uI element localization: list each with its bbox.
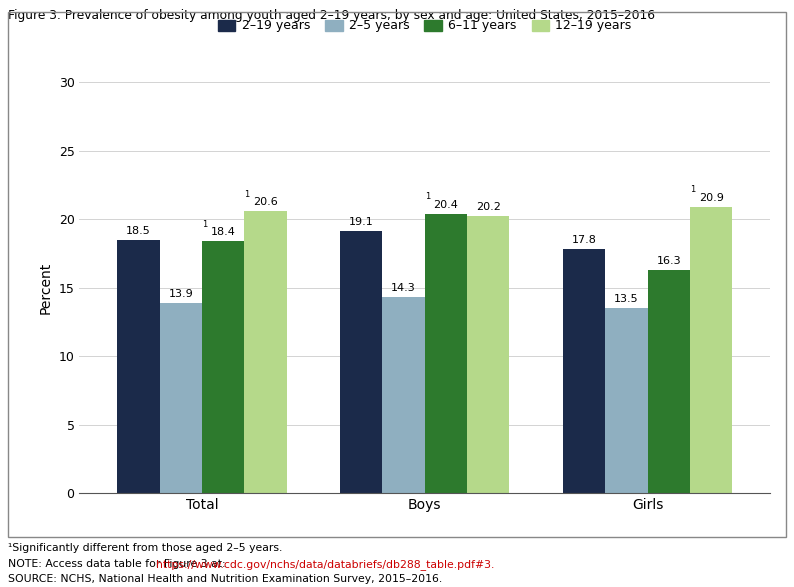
Text: 1: 1 bbox=[245, 190, 249, 198]
Bar bbox=[340, 231, 383, 493]
Bar bbox=[118, 239, 160, 493]
Text: 17.8: 17.8 bbox=[572, 235, 596, 245]
Text: 1: 1 bbox=[425, 193, 430, 201]
Text: 13.5: 13.5 bbox=[614, 294, 638, 304]
Text: 20.6: 20.6 bbox=[253, 197, 278, 207]
Text: 14.3: 14.3 bbox=[391, 283, 416, 293]
Bar bbox=[425, 214, 467, 493]
Text: 1: 1 bbox=[690, 185, 696, 194]
Bar bbox=[202, 241, 245, 493]
Bar bbox=[648, 270, 690, 493]
Bar bbox=[160, 303, 202, 493]
Text: https://www.cdc.gov/nchs/data/databriefs/db288_table.pdf#3.: https://www.cdc.gov/nchs/data/databriefs… bbox=[156, 559, 495, 570]
Text: 18.5: 18.5 bbox=[126, 225, 151, 235]
Text: 18.4: 18.4 bbox=[210, 227, 236, 237]
Text: 20.4: 20.4 bbox=[434, 200, 458, 210]
Text: 1: 1 bbox=[202, 220, 207, 229]
Text: Figure 3. Prevalence of obesity among youth aged 2–19 years, by sex and age: Uni: Figure 3. Prevalence of obesity among yo… bbox=[8, 9, 655, 22]
Text: 13.9: 13.9 bbox=[168, 289, 193, 299]
Bar bbox=[467, 217, 510, 493]
Text: 20.2: 20.2 bbox=[476, 203, 501, 212]
Bar bbox=[245, 211, 287, 493]
Bar bbox=[383, 297, 425, 493]
Text: SOURCE: NCHS, National Health and Nutrition Examination Survey, 2015–2016.: SOURCE: NCHS, National Health and Nutrit… bbox=[8, 574, 442, 584]
Text: ¹Significantly different from those aged 2–5 years.: ¹Significantly different from those aged… bbox=[8, 543, 283, 553]
Bar bbox=[605, 308, 648, 493]
Y-axis label: Percent: Percent bbox=[39, 261, 53, 314]
Text: 20.9: 20.9 bbox=[699, 193, 723, 203]
Text: 16.3: 16.3 bbox=[657, 256, 681, 266]
Text: 19.1: 19.1 bbox=[349, 217, 374, 227]
Bar bbox=[690, 207, 732, 493]
Bar bbox=[563, 249, 605, 493]
Text: NOTE: Access data table for Figure 3 at:: NOTE: Access data table for Figure 3 at: bbox=[8, 559, 229, 569]
Legend: 2–19 years, 2–5 years, 6–11 years, 12–19 years: 2–19 years, 2–5 years, 6–11 years, 12–19… bbox=[213, 15, 637, 38]
